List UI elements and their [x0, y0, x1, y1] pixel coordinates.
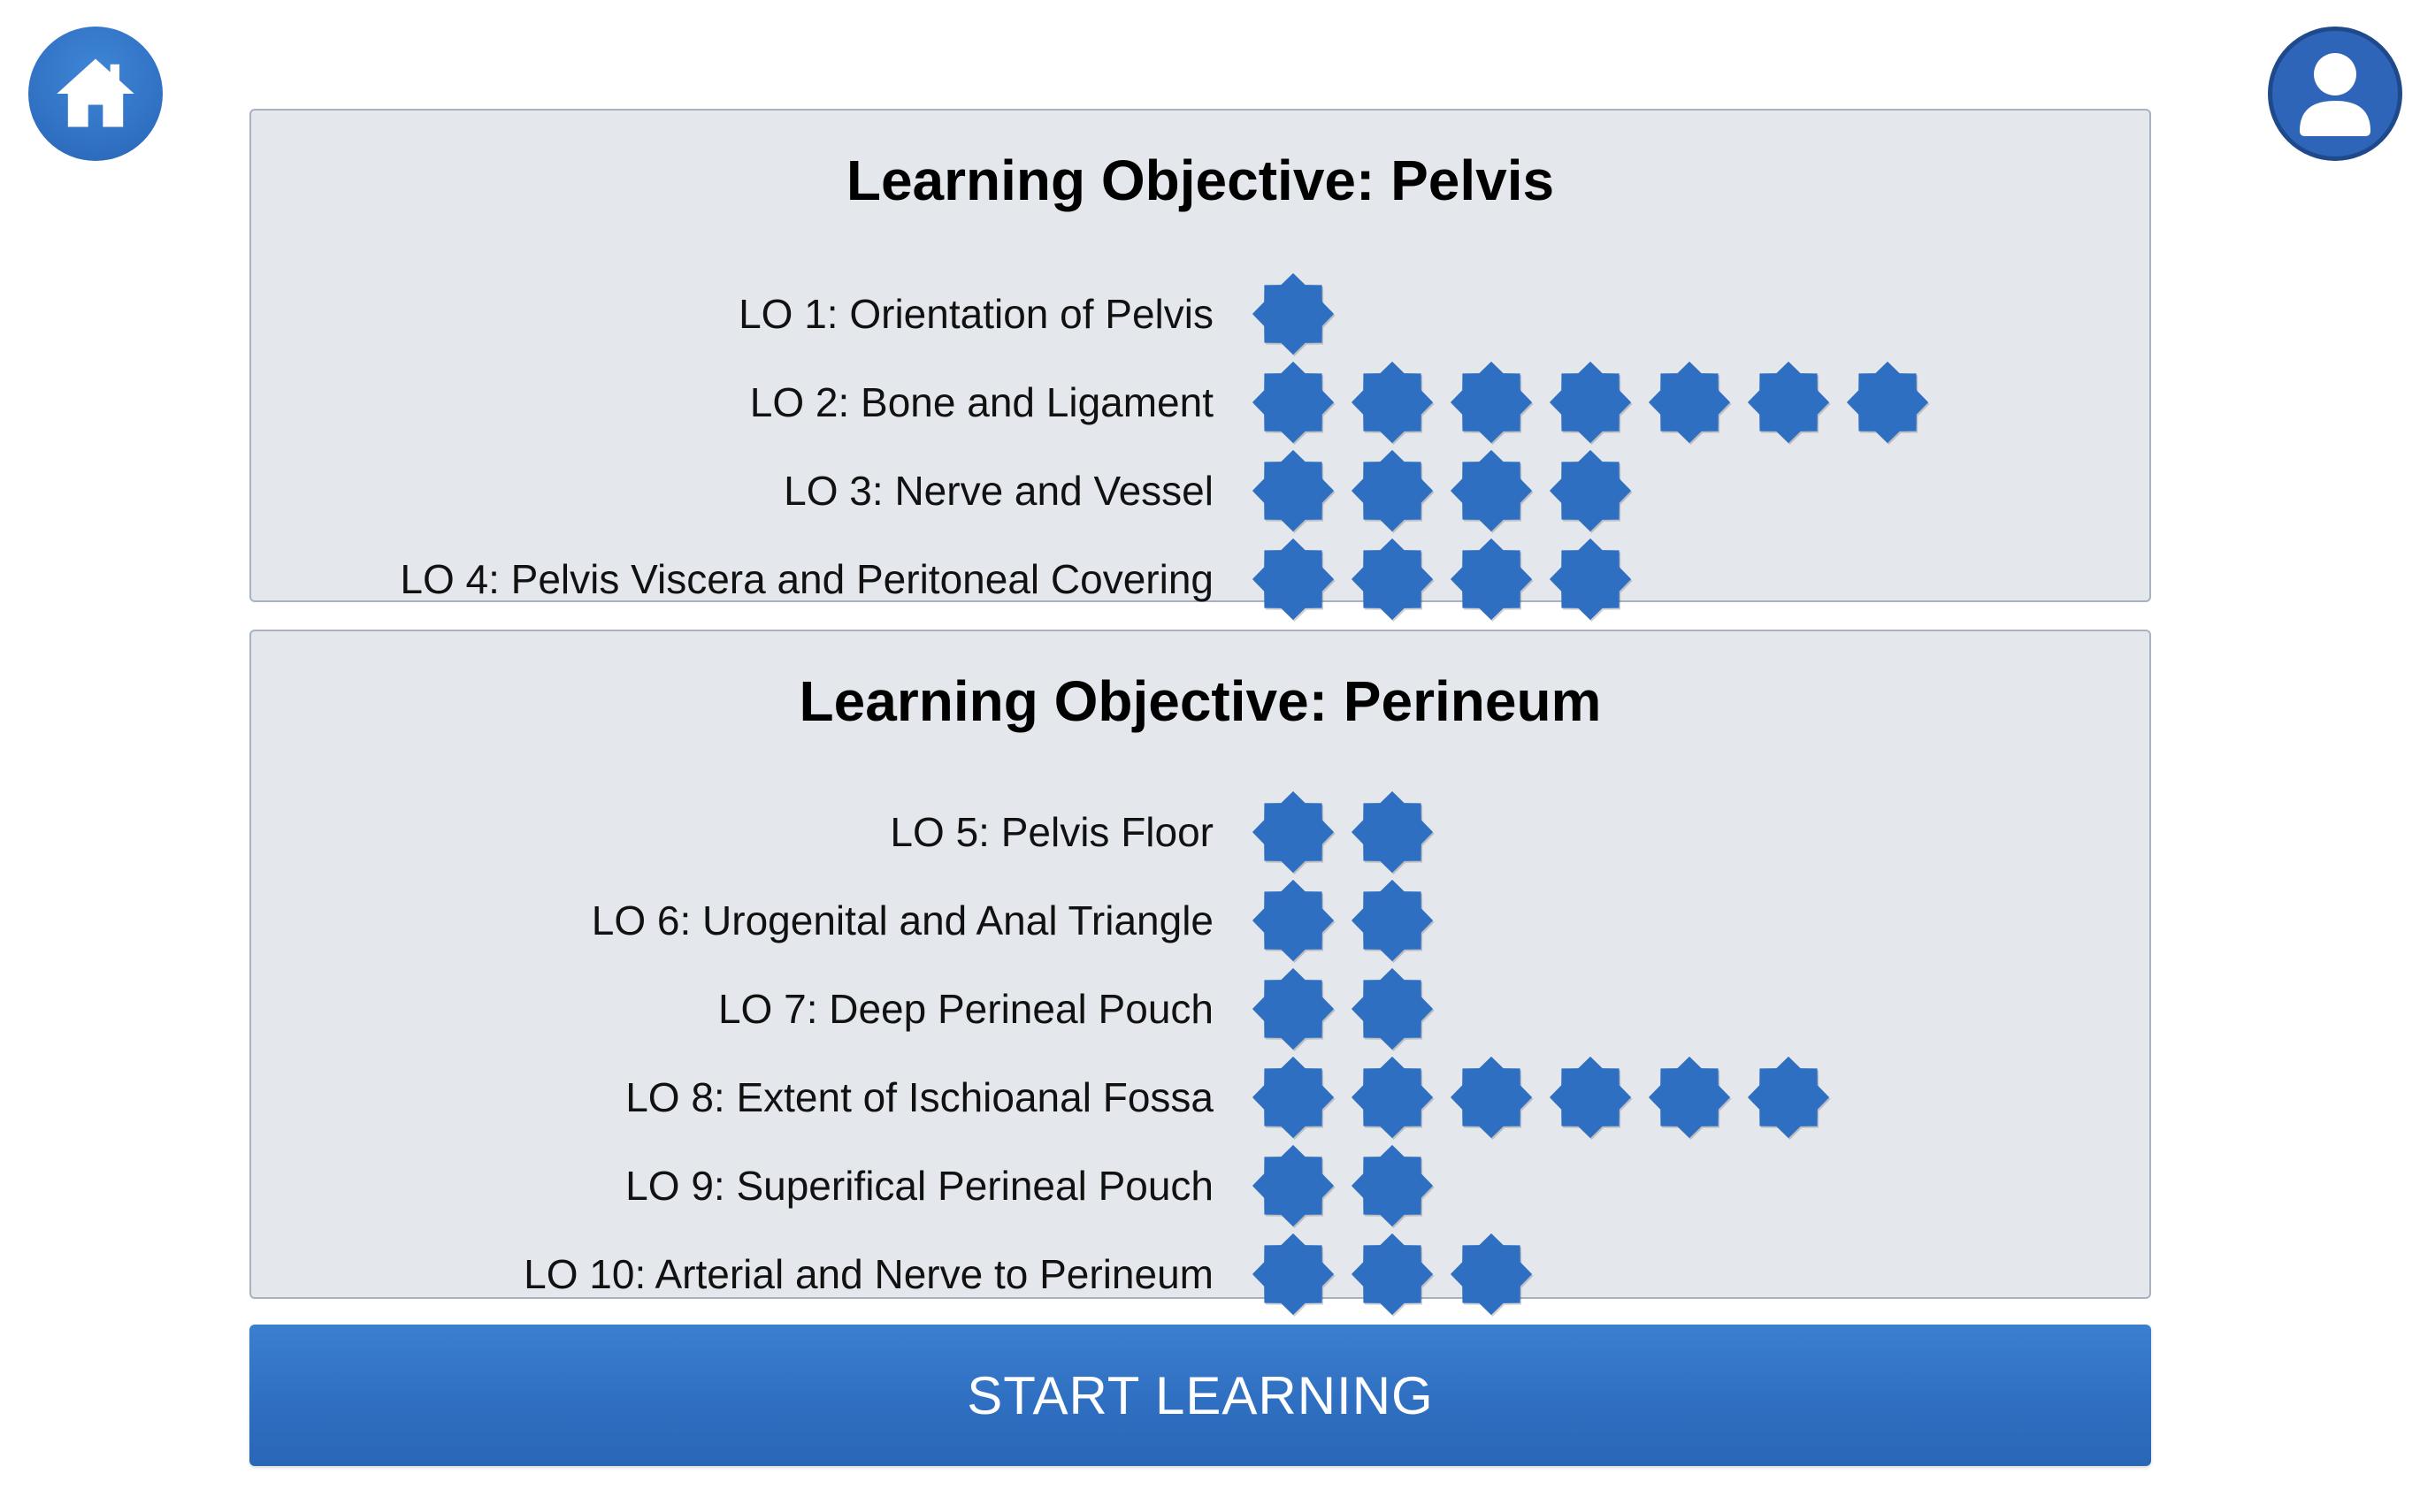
star-icon [1252, 1144, 1336, 1228]
star-icon [1351, 879, 1435, 963]
star-icon [1549, 449, 1633, 533]
objective-label: LO 10: Arterial and Nerve to Perineum [524, 1251, 1214, 1297]
star-icon [1351, 1233, 1435, 1317]
star-icon [1252, 272, 1336, 356]
star-rating [1251, 1232, 1534, 1317]
star-icon [1351, 967, 1435, 1051]
objective-row[interactable]: LO 1: Orientation of Pelvis [251, 270, 2149, 358]
star-icon [1351, 790, 1435, 874]
user-profile-icon [2300, 53, 2370, 136]
star-icon [1549, 1056, 1633, 1140]
star-icon [1549, 538, 1633, 622]
star-rating [1251, 360, 1930, 445]
star-icon [1747, 1056, 1831, 1140]
objective-label: LO 4: Pelvis Viscera and Peritoneal Cove… [400, 556, 1214, 602]
star-rating [1251, 537, 1633, 622]
star-icon [1351, 538, 1435, 622]
star-icon [1450, 1233, 1534, 1317]
star-icon [1549, 361, 1633, 445]
star-rating [1251, 448, 1633, 533]
objective-label: LO 7: Deep Perineal Pouch [717, 986, 1214, 1032]
start-learning-button[interactable]: START LEARNING [249, 1325, 2151, 1466]
star-icon [1648, 1056, 1732, 1140]
objective-row[interactable]: LO 6: Urogenital and Anal Triangle [251, 876, 2149, 965]
home-icon [57, 58, 134, 127]
objective-row[interactable]: LO 10: Arterial and Nerve to Perineum [251, 1230, 2149, 1318]
panel-title: Learning Objective: Pelvis [846, 149, 1555, 212]
home-button[interactable] [28, 27, 163, 161]
star-icon [1252, 790, 1336, 874]
star-icon [1351, 361, 1435, 445]
star-rating [1251, 1143, 1435, 1228]
objective-label: LO 6: Urogenital and Anal Triangle [591, 897, 1214, 943]
objective-row[interactable]: LO 4: Pelvis Viscera and Peritoneal Cove… [251, 535, 2149, 623]
star-icon [1648, 361, 1732, 445]
objective-row[interactable]: LO 5: Pelvis Floor [251, 788, 2149, 876]
star-rating [1251, 271, 1336, 356]
objective-row[interactable]: LO 3: Nerve and Vessel [251, 447, 2149, 535]
objective-label: LO 9: Superifical Perineal Pouch [625, 1163, 1214, 1209]
star-icon [1252, 449, 1336, 533]
star-icon [1351, 449, 1435, 533]
star-icon [1747, 361, 1831, 445]
objective-row[interactable]: LO 8: Extent of Ischioanal Fossa [251, 1053, 2149, 1142]
objective-label: LO 2: Bone and Ligament [749, 379, 1214, 425]
panel-title: Learning Objective: Perineum [799, 669, 1602, 733]
star-icon [1252, 1233, 1336, 1317]
star-rating [1251, 966, 1435, 1051]
objective-panel-pelvis: Learning Objective: Pelvis LO 1: Orienta… [249, 109, 2151, 622]
objective-panel-perineum: Learning Objective: Perineum LO 5: Pelvi… [249, 630, 2151, 1317]
objective-label: LO 5: Pelvis Floor [890, 809, 1214, 855]
objective-row[interactable]: LO 9: Superifical Perineal Pouch [251, 1142, 2149, 1230]
star-rating [1251, 790, 1435, 874]
star-icon [1450, 1056, 1534, 1140]
star-icon [1450, 538, 1534, 622]
objective-row[interactable]: LO 2: Bone and Ligament [251, 358, 2149, 447]
objective-label: LO 1: Orientation of Pelvis [739, 291, 1214, 337]
star-icon [1450, 449, 1534, 533]
star-icon [1252, 361, 1336, 445]
star-icon [1252, 879, 1336, 963]
objective-row[interactable]: LO 7: Deep Perineal Pouch [251, 965, 2149, 1053]
star-icon [1351, 1056, 1435, 1140]
star-icon [1252, 967, 1336, 1051]
star-icon [1450, 361, 1534, 445]
star-icon [1252, 1056, 1336, 1140]
star-icon [1252, 538, 1336, 622]
star-icon [1846, 361, 1930, 445]
star-rating [1251, 1055, 1831, 1140]
objective-label: LO 8: Extent of Ischioanal Fossa [625, 1074, 1214, 1120]
profile-button[interactable] [2268, 27, 2402, 161]
objective-label: LO 3: Nerve and Vessel [784, 468, 1214, 514]
star-rating [1251, 878, 1435, 963]
star-icon [1351, 1144, 1435, 1228]
